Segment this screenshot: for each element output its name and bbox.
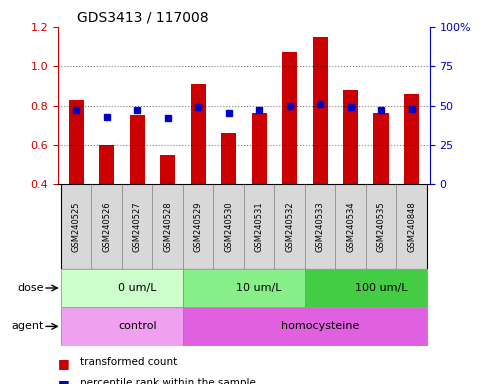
Text: percentile rank within the sample: percentile rank within the sample bbox=[80, 378, 256, 384]
Bar bbox=[404, 94, 419, 184]
Text: GSM240534: GSM240534 bbox=[346, 201, 355, 252]
Bar bbox=[335, 184, 366, 269]
Text: GSM240526: GSM240526 bbox=[102, 201, 111, 252]
Bar bbox=[343, 90, 358, 184]
Bar bbox=[373, 114, 389, 184]
Text: dose: dose bbox=[17, 283, 43, 293]
Bar bbox=[221, 133, 236, 184]
Text: agent: agent bbox=[11, 321, 43, 331]
Bar bbox=[213, 184, 244, 269]
Bar bbox=[305, 269, 427, 307]
Text: ■: ■ bbox=[58, 357, 70, 370]
Text: 10 um/L: 10 um/L bbox=[236, 283, 282, 293]
Text: GSM240528: GSM240528 bbox=[163, 201, 172, 252]
Bar bbox=[282, 53, 297, 184]
Text: GSM240527: GSM240527 bbox=[133, 201, 142, 252]
Bar bbox=[61, 269, 183, 307]
Bar bbox=[252, 114, 267, 184]
Text: GDS3413 / 117008: GDS3413 / 117008 bbox=[77, 10, 208, 24]
Bar bbox=[313, 37, 328, 184]
Bar bbox=[366, 184, 397, 269]
Text: GSM240525: GSM240525 bbox=[72, 201, 81, 252]
Bar bbox=[191, 84, 206, 184]
Bar bbox=[61, 307, 183, 346]
Text: GSM240848: GSM240848 bbox=[407, 201, 416, 252]
Text: homocysteine: homocysteine bbox=[281, 321, 359, 331]
Bar bbox=[129, 116, 145, 184]
Text: GSM240533: GSM240533 bbox=[315, 201, 325, 252]
Bar bbox=[244, 184, 274, 269]
Text: GSM240531: GSM240531 bbox=[255, 201, 264, 252]
Bar bbox=[183, 184, 213, 269]
Text: 100 um/L: 100 um/L bbox=[355, 283, 407, 293]
Bar bbox=[274, 184, 305, 269]
Text: control: control bbox=[118, 321, 156, 331]
Bar bbox=[91, 184, 122, 269]
Bar bbox=[99, 145, 114, 184]
Text: transformed count: transformed count bbox=[80, 357, 177, 367]
Text: GSM240535: GSM240535 bbox=[377, 201, 385, 252]
Bar bbox=[183, 307, 427, 346]
Bar bbox=[305, 184, 335, 269]
Text: GSM240529: GSM240529 bbox=[194, 201, 203, 252]
Bar bbox=[69, 100, 84, 184]
Bar bbox=[397, 184, 427, 269]
Text: ■: ■ bbox=[58, 378, 70, 384]
Text: GSM240530: GSM240530 bbox=[224, 201, 233, 252]
Bar bbox=[160, 155, 175, 184]
Text: 0 um/L: 0 um/L bbox=[118, 283, 156, 293]
Bar bbox=[122, 184, 153, 269]
Text: GSM240532: GSM240532 bbox=[285, 201, 294, 252]
Bar bbox=[183, 269, 305, 307]
Bar bbox=[61, 184, 91, 269]
Bar bbox=[153, 184, 183, 269]
